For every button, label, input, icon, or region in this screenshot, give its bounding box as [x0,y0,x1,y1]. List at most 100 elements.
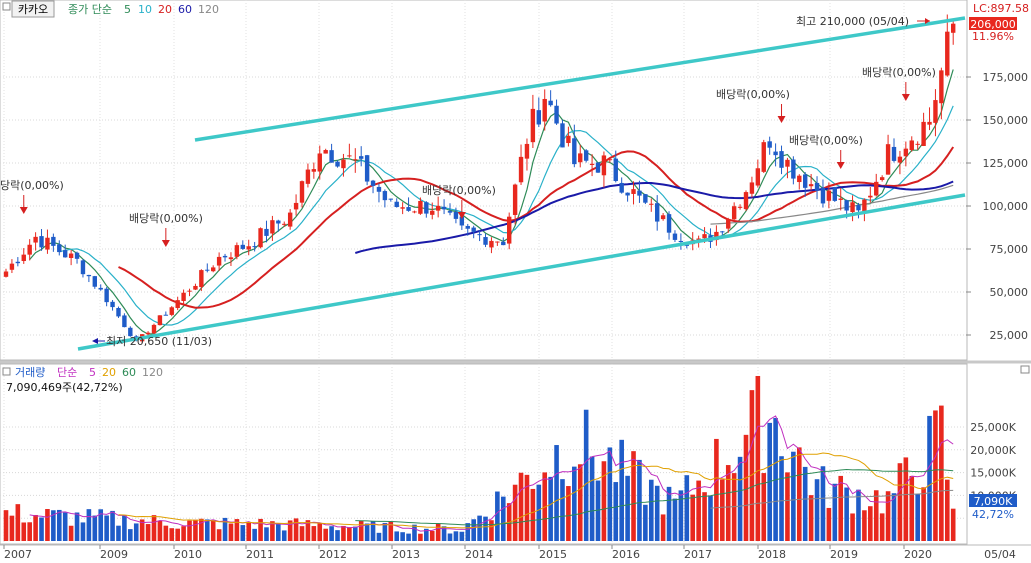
price-tick-label: 75,000 [990,243,1029,256]
price-plot-area [0,0,968,361]
candle-body [51,236,56,246]
volume-bar [500,496,506,541]
volume-bar [264,527,269,541]
candle-body [844,200,849,211]
volume-bar [471,519,476,541]
candle-body [927,121,932,125]
volume-bar [589,456,595,541]
dividend-arrow-head [836,162,845,169]
volume-collapse-icon[interactable] [2,367,11,376]
volume-bar [601,461,607,541]
low-arrow-head [92,338,98,344]
volume-total: 7,090,469주(42,72%) [6,381,123,394]
ma-period-5[interactable]: 5 [124,3,131,16]
current-price-badge [969,17,1017,30]
collapse-icon[interactable] [2,2,11,11]
volume-bar [128,529,133,541]
x-tick-label: 2018 [758,548,786,561]
dividend-arrow-head [777,116,786,123]
candle-body [660,215,666,220]
ma-period-60[interactable]: 60 [178,3,192,16]
volume-bar [826,507,832,541]
volume-bar [921,487,926,541]
candle-body [814,182,820,191]
volume-bar [323,528,328,541]
low-price-annotation: 최저 20,650 (11/03) [106,335,212,348]
volume-bar [187,520,192,541]
volume-bar [536,484,542,541]
stock-name-box[interactable] [11,0,55,18]
high-arrow-head [925,18,930,24]
candle-body [915,143,920,145]
candle-body [382,191,388,201]
volume-bar [21,522,27,541]
volume-panel-close-icon[interactable] [1020,365,1030,374]
volume-bar [15,504,21,541]
candle-body [21,254,26,262]
upper-trendline[interactable] [194,16,966,142]
volume-ma-20[interactable]: 20 [102,366,116,379]
candle-body [477,234,482,236]
dividend-label: 배당락(0,00%) [862,66,936,79]
volume-bar [933,410,938,541]
ma-line-10 [59,105,954,326]
volume-bar [702,492,707,541]
volume-bar [619,439,624,541]
candle-body [785,159,790,167]
candle-body [743,192,749,210]
candle-body [572,138,577,165]
candle-body [803,174,808,188]
volume-bar [637,459,642,541]
volume-bar [364,523,370,541]
candle-body [441,206,447,210]
volume-bar [193,519,198,541]
dividend-label: 당락(0,00%) [0,179,64,192]
candle-body [820,187,826,204]
candle-body [181,292,186,301]
ma-title: 종가 단순 [68,3,112,16]
ma-period-10[interactable]: 10 [138,3,152,16]
volume-bar [696,480,701,541]
volume-bar [27,522,32,541]
volume-bar [441,526,447,541]
volume-bar [944,479,950,541]
candle-body [548,100,553,106]
volume-ma-line-20 [118,452,954,529]
candle-body [501,241,506,246]
candle-body [625,192,630,196]
candle-body [311,169,317,172]
candle-body [891,146,897,161]
candle-body [903,148,909,157]
lower-trendline[interactable] [77,193,966,351]
ma-period-120[interactable]: 120 [198,3,219,16]
volume-bar [305,520,311,541]
candle-body [282,223,287,225]
candle-body [879,177,885,181]
volume-ma-5[interactable]: 5 [89,366,96,379]
candle-body [619,182,624,193]
volume-bar [133,523,139,541]
lc-label: LC:897.58 [973,2,1029,15]
volume-bar [583,409,589,541]
candle-body [341,159,346,169]
volume-bar [648,479,654,541]
volume-bar [915,494,920,541]
price-axis: 25,000 50,000 75,000 100,000 125,000 150,000 1… [966,71,1028,342]
volume-ma-60[interactable]: 60 [122,366,136,379]
candle-body [252,246,257,248]
candle-body [939,70,944,104]
candle-body [731,206,737,220]
candle-body [874,181,879,196]
ma-period-20[interactable]: 20 [158,3,172,16]
candle-body [554,105,559,124]
volume-bar [370,521,376,541]
candle-body [672,233,678,240]
volume-ma-120[interactable]: 120 [142,366,163,379]
volume-bar [518,472,524,541]
x-axis-right-date: 05/04 [984,548,1016,561]
volume-bar [903,457,909,541]
volume-bar [885,491,891,541]
candlesticks [3,14,956,343]
candle-body [400,207,405,209]
candle-body [637,190,642,196]
